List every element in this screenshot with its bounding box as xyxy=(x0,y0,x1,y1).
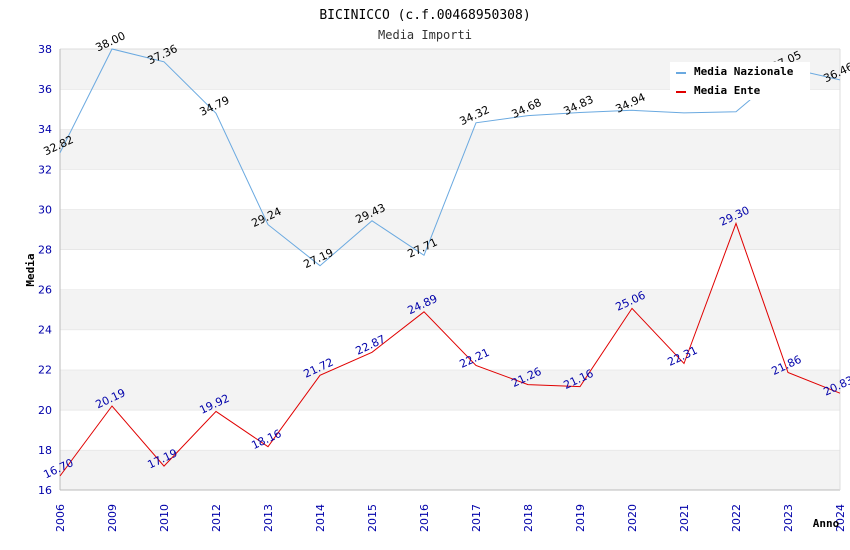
grid-band xyxy=(60,449,840,490)
y-tick-labels: 16 18 20 22 24 26 28 30 32 34 36 38 xyxy=(38,43,52,497)
x-tick-label: 2010 xyxy=(158,504,171,532)
y-tick-label: 32 xyxy=(38,163,52,176)
chart-subtitle: Media Importi xyxy=(378,28,472,42)
x-tick-label: 2013 xyxy=(262,504,275,532)
x-tick-label: 2012 xyxy=(210,504,223,532)
y-tick-label: 20 xyxy=(38,404,52,417)
x-tick-label: 2016 xyxy=(418,504,431,532)
grid-band xyxy=(60,369,840,410)
grid-band xyxy=(60,329,840,370)
y-tick-label: 24 xyxy=(38,324,52,337)
grid-band xyxy=(60,289,840,330)
x-tick-label: 2014 xyxy=(314,504,327,532)
x-tick-label: 2006 xyxy=(54,504,67,532)
x-tick-label: 2009 xyxy=(106,504,119,532)
y-tick-label: 38 xyxy=(38,43,52,56)
x-tick-labels: 2006 2009 2010 2012 2013 2014 2015 2016 2017 2018… xyxy=(54,504,847,532)
legend-box xyxy=(670,62,810,100)
grid-bands xyxy=(60,48,840,490)
x-tick-label: 2017 xyxy=(470,504,483,532)
x-tick-label: 2019 xyxy=(574,504,587,532)
x-tick-label: 2023 xyxy=(782,504,795,532)
x-axis-label: Anno xyxy=(813,517,840,530)
y-tick-label: 22 xyxy=(38,364,52,377)
y-tick-label: 30 xyxy=(38,203,52,216)
x-tick-label: 2018 xyxy=(522,504,535,532)
grid-band xyxy=(60,249,840,290)
grid-band xyxy=(60,209,840,250)
y-axis-label: Media xyxy=(24,253,37,286)
legend-label-ente: Media Ente xyxy=(694,84,761,97)
y-tick-label: 16 xyxy=(38,484,52,497)
series-line-ente xyxy=(59,221,841,477)
x-tick-label: 2020 xyxy=(626,504,639,532)
y-tick-label: 26 xyxy=(38,284,52,297)
legend-label-nazionale: Media Nazionale xyxy=(694,65,794,78)
legend: Media Nazionale Media Ente xyxy=(670,62,810,100)
y-tick-label: 34 xyxy=(38,123,52,136)
x-tick-label: 2022 xyxy=(730,504,743,532)
grid-band xyxy=(60,129,840,170)
x-tick-label: 2024 xyxy=(834,504,847,532)
y-tick-label: 18 xyxy=(38,444,52,457)
chart-title: BICINICCO (c.f.00468950308) xyxy=(319,8,530,23)
axes xyxy=(59,49,841,491)
series-line-nazionale xyxy=(59,48,841,267)
x-tick-label: 2015 xyxy=(366,504,379,532)
y-tick-label: 28 xyxy=(38,243,52,256)
series-lines xyxy=(59,48,841,477)
y-tick-label: 36 xyxy=(38,83,52,96)
grid-band xyxy=(60,409,840,450)
x-tick-label: 2021 xyxy=(678,504,691,532)
